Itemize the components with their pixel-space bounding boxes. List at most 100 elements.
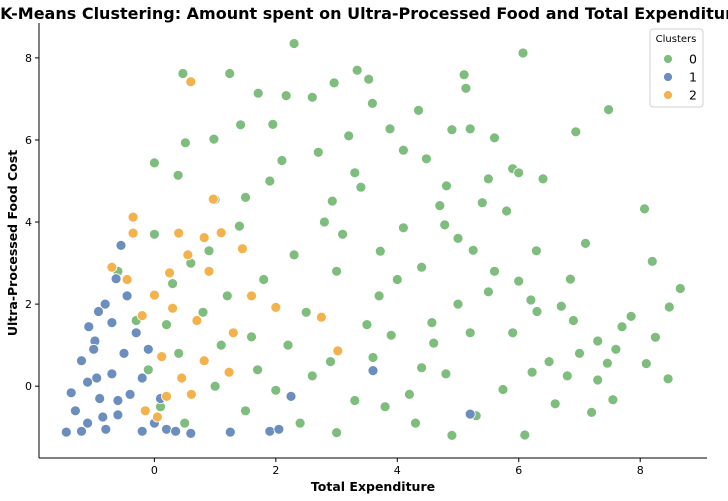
data-point-cluster-1 — [106, 317, 118, 329]
data-point-cluster-0 — [650, 331, 661, 343]
data-point-cluster-0 — [420, 153, 432, 165]
data-point-cluster-1 — [124, 388, 136, 400]
data-point-cluster-0 — [252, 87, 264, 99]
data-point-cluster-0 — [258, 274, 270, 285]
data-point-cluster-0 — [349, 395, 361, 406]
data-point-cluster-0 — [586, 406, 597, 418]
data-point-cluster-0 — [385, 329, 397, 341]
data-point-cluster-0 — [366, 98, 378, 109]
data-point-cluster-1 — [106, 368, 118, 380]
data-point-cluster-1 — [224, 426, 236, 438]
data-point-cluster-0 — [501, 205, 513, 217]
data-point-cluster-0 — [167, 278, 179, 290]
data-point-cluster-0 — [367, 352, 379, 363]
data-point-cluster-0 — [351, 64, 363, 76]
data-point-cluster-0 — [513, 275, 525, 287]
data-point-cluster-0 — [331, 265, 343, 277]
series-cluster-1 — [60, 239, 476, 439]
x-tick-label: 8 — [637, 464, 644, 477]
data-point-cluster-0 — [525, 294, 537, 306]
data-point-cluster-1 — [83, 321, 95, 333]
data-point-cluster-0 — [565, 273, 576, 285]
data-point-cluster-0 — [440, 368, 452, 380]
data-point-cluster-2 — [246, 290, 257, 302]
data-point-cluster-0 — [384, 123, 396, 135]
data-point-cluster-1 — [91, 372, 103, 384]
data-point-cluster-1 — [115, 239, 127, 251]
data-point-cluster-0 — [240, 405, 251, 417]
data-point-cluster-1 — [185, 427, 197, 439]
data-point-cluster-1 — [70, 405, 81, 417]
data-point-cluster-2 — [223, 366, 235, 378]
data-point-cluster-2 — [139, 405, 151, 417]
data-point-cluster-0 — [267, 119, 279, 130]
data-point-cluster-0 — [416, 362, 428, 374]
data-point-cluster-2 — [164, 267, 176, 279]
data-point-cluster-0 — [208, 133, 220, 145]
data-point-cluster-0 — [318, 216, 330, 228]
data-point-cluster-1 — [464, 408, 476, 420]
data-point-cluster-0 — [294, 417, 306, 429]
data-point-cluster-2 — [185, 388, 197, 400]
data-point-cluster-0 — [426, 317, 438, 329]
data-point-cluster-0 — [452, 232, 464, 244]
data-point-cluster-1 — [136, 425, 148, 437]
data-point-cluster-0 — [555, 300, 567, 312]
data-point-cluster-1 — [118, 347, 130, 359]
data-point-cluster-2 — [127, 227, 139, 239]
legend-box — [649, 28, 704, 108]
data-point-cluster-0 — [568, 315, 579, 326]
data-point-cluster-0 — [349, 167, 361, 179]
data-point-cluster-0 — [603, 104, 614, 115]
x-tick-label: 4 — [394, 464, 401, 477]
data-point-cluster-1 — [76, 355, 87, 367]
data-point-cluster-0 — [361, 319, 373, 331]
data-point-cluster-2 — [198, 355, 210, 367]
data-point-cluster-0 — [177, 68, 189, 79]
data-point-cluster-2 — [227, 327, 239, 339]
data-point-cluster-0 — [464, 327, 476, 339]
data-point-cluster-1 — [97, 411, 109, 423]
data-point-cluster-2 — [151, 411, 163, 423]
data-point-cluster-0 — [531, 245, 542, 257]
data-point-cluster-0 — [489, 265, 500, 277]
data-point-cluster-0 — [531, 306, 543, 317]
data-point-cluster-0 — [513, 167, 525, 179]
data-point-cluster-0 — [517, 47, 529, 59]
data-point-cluster-0 — [434, 200, 446, 212]
data-point-cluster-2 — [236, 243, 248, 255]
data-point-cluster-0 — [373, 290, 385, 302]
data-point-cluster-0 — [179, 137, 191, 149]
data-point-cluster-0 — [413, 105, 424, 116]
data-point-cluster-0 — [452, 298, 464, 310]
data-point-cluster-1 — [130, 327, 142, 339]
data-point-cluster-2 — [148, 289, 160, 301]
legend-title: Clusters — [656, 34, 697, 45]
data-point-cluster-0 — [446, 429, 458, 441]
data-point-cluster-0 — [625, 310, 637, 322]
data-point-cluster-2 — [270, 301, 282, 313]
data-point-cluster-2 — [156, 351, 168, 363]
data-point-cluster-0 — [331, 427, 343, 439]
x-tick-label: 6 — [515, 464, 522, 477]
data-point-cluster-0 — [616, 321, 628, 333]
data-point-cluster-1 — [110, 273, 122, 285]
y-tick-label: 0 — [25, 380, 32, 393]
data-point-cluster-0 — [482, 286, 494, 298]
data-point-cluster-0 — [282, 339, 294, 351]
data-point-cluster-1 — [60, 426, 72, 438]
data-point-cluster-1 — [264, 425, 276, 437]
data-point-cluster-0 — [537, 173, 549, 185]
series-cluster-2 — [106, 76, 344, 423]
data-point-cluster-0 — [246, 331, 257, 343]
data-point-cluster-2 — [121, 274, 133, 285]
data-point-cluster-0 — [173, 347, 185, 359]
data-point-cluster-0 — [663, 301, 675, 313]
data-point-cluster-0 — [337, 228, 349, 240]
data-point-cluster-0 — [221, 290, 233, 302]
data-point-cluster-0 — [224, 68, 236, 79]
data-point-cluster-0 — [288, 249, 300, 261]
data-point-cluster-1 — [65, 387, 77, 399]
data-point-cluster-0 — [507, 327, 519, 339]
